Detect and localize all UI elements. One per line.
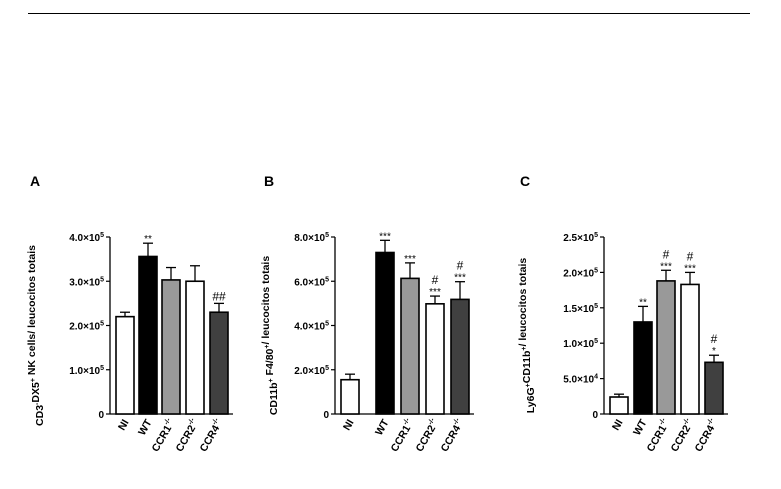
significance-stars: *** (379, 231, 391, 242)
y-axis-label: CD3-DX5+ NK cells/ leucocitos totais (26, 245, 46, 426)
significance-stars: *** (684, 263, 696, 274)
bar (400, 277, 420, 415)
y-tick-label: 1.0×105 (563, 338, 598, 350)
bar (680, 283, 700, 415)
x-category-label: CCR4-/- (438, 416, 467, 454)
y-tick-label: 4.0×105 (69, 232, 104, 244)
y-tick-label: 1.5×105 (563, 303, 598, 315)
bar (161, 279, 181, 415)
significance-stars: ** (144, 234, 152, 245)
x-category-label: WT (631, 417, 650, 438)
chart-panel-b: B 0 2.0×105 4.0×105 6.0×105 8.0×105 CD11b+ F4/… (260, 173, 474, 454)
y-axis-label: CD11b+ F4/80+/ leucocitos totais (260, 256, 280, 416)
y-axis-label: Ly6G+CD11b+/ leucocitos totais (517, 258, 537, 414)
x-category-label: NI (116, 417, 132, 432)
bar (609, 396, 629, 415)
bar (656, 280, 676, 415)
chart-panel-c: C 0 5.0×104 1.0×105 1.5×105 2.0×105 2.5×105 Ly6… (517, 173, 728, 454)
significance-stars: *** (404, 254, 416, 265)
bar (115, 315, 135, 415)
y-tick-label: 2.0×105 (69, 321, 104, 333)
significance-hash: # (457, 259, 464, 273)
y-tick-label: 5.0×104 (563, 374, 598, 386)
bar (704, 361, 724, 415)
significance-hash: # (711, 332, 718, 346)
x-category-label: WT (136, 417, 155, 438)
significance-stars: * (712, 346, 716, 357)
bar (209, 311, 229, 415)
bar (138, 255, 158, 415)
bar (340, 378, 360, 415)
bar (185, 280, 205, 415)
x-category-label: NI (610, 417, 626, 432)
y-tick-label: 4.0×105 (294, 321, 329, 333)
bar (375, 251, 395, 415)
x-category-label: CCR4-/- (197, 416, 226, 454)
y-tick-label: 8.0×105 (294, 232, 329, 244)
significance-stars: *** (454, 273, 466, 284)
y-tick-label: 2.0×105 (294, 365, 329, 377)
panel-letter: B (264, 173, 274, 189)
y-tick-label: 2.0×105 (563, 267, 598, 279)
page-top-rule (28, 13, 750, 14)
y-tick-label: 3.0×105 (69, 276, 104, 288)
bar (633, 321, 653, 415)
significance-stars: *** (660, 261, 672, 272)
significance-hash: # (687, 249, 694, 263)
x-category-label: WT (373, 417, 392, 438)
chart-panel-a: A 0 1.0×105 2.0×105 3.0×105 4.0×105 CD3-DX5+ N… (26, 173, 233, 454)
x-category-label: NI (341, 417, 357, 432)
significance-hash: # (663, 247, 670, 261)
y-tick-label: 0 (592, 410, 598, 421)
y-tick-label: 0 (98, 410, 104, 421)
panel-letter: C (520, 173, 530, 189)
significance-stars: ** (639, 297, 647, 308)
bar (425, 303, 445, 415)
significance-hash: ## (212, 289, 226, 303)
y-tick-label: 1.0×105 (69, 365, 104, 377)
y-tick-label: 2.5×105 (563, 232, 598, 244)
significance-stars: *** (429, 287, 441, 298)
significance-hash: # (432, 273, 439, 287)
bar (450, 298, 470, 415)
x-category-label: CCR4-/- (692, 416, 721, 454)
y-tick-label: 0 (323, 410, 329, 421)
panel-letter: A (30, 173, 40, 189)
y-tick-label: 6.0×105 (294, 276, 329, 288)
